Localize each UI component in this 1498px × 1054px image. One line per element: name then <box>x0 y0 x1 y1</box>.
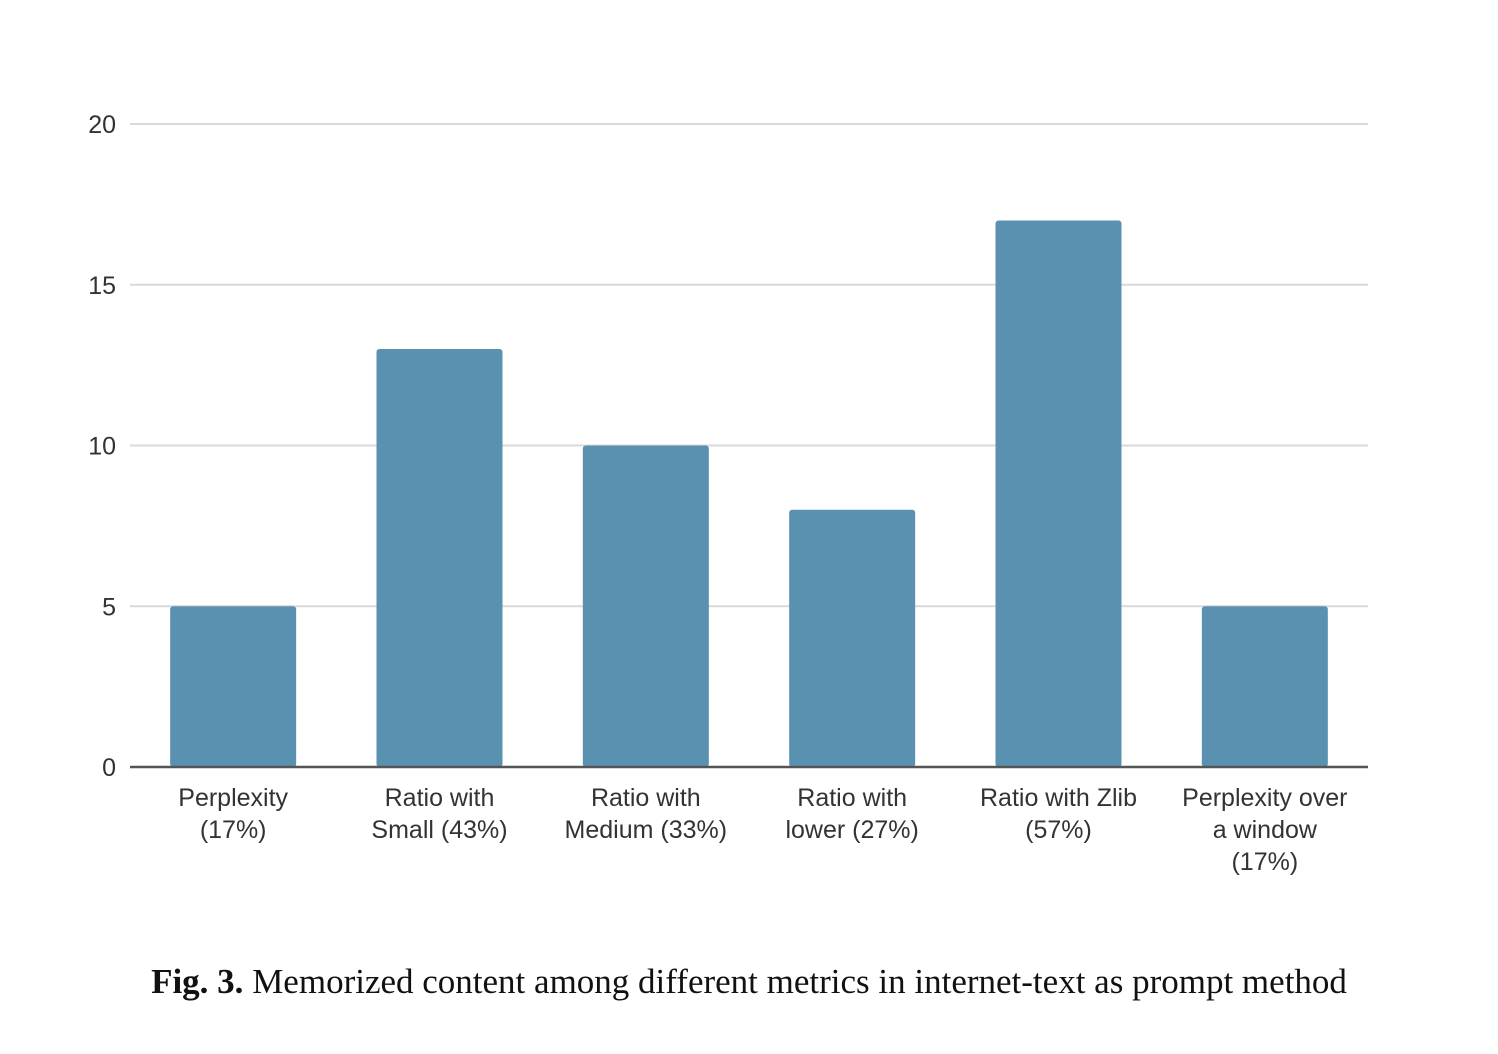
caption-label: Fig. 3. <box>151 962 244 1001</box>
bars <box>170 220 1328 767</box>
y-tick-label: 0 <box>102 754 116 782</box>
y-tick-label: 15 <box>88 272 116 300</box>
bar <box>995 220 1122 767</box>
bar <box>170 606 297 767</box>
x-tick-label: Ratio with Medium (33%) <box>565 784 728 844</box>
gridlines <box>130 123 1368 608</box>
bar <box>376 349 503 767</box>
y-tick-label: 10 <box>88 433 116 461</box>
x-tick-label: Perplexity over a window (17%) <box>1182 784 1347 876</box>
bar-chart: 0 5 10 15 20 Perplexity (17%) Ratio with Small … <box>88 111 1368 876</box>
caption-text: Memorized content among different metric… <box>252 962 1347 1001</box>
x-tick-label: Perplexity (17%) <box>178 784 288 844</box>
x-tick-label: Ratio with Zlib (57%) <box>980 784 1137 844</box>
y-tick-label: 20 <box>88 111 116 139</box>
x-axis-labels: Perplexity (17%) Ratio with Small (43%) Rati… <box>178 784 1347 876</box>
x-tick-label: Ratio with Small (43%) <box>371 784 507 844</box>
bar <box>789 509 916 767</box>
bar <box>582 445 709 767</box>
x-tick-label: Ratio with lower (27%) <box>785 784 918 844</box>
y-tick-label: 5 <box>102 593 116 621</box>
y-axis-ticks: 0 5 10 15 20 <box>88 111 116 782</box>
figure-caption: Fig. 3. Memorized content among differen… <box>0 962 1498 1002</box>
bar <box>1201 606 1328 767</box>
